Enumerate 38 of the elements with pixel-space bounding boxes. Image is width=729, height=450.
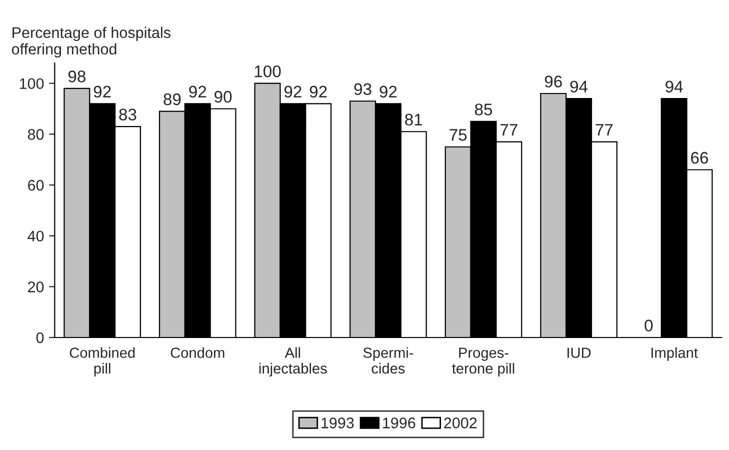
data-label: 92 <box>380 86 397 98</box>
data-label: 81 <box>405 114 422 126</box>
data-label: 77 <box>500 124 518 136</box>
y-axis-title: Percentage of hospitals offering method <box>12 26 170 58</box>
y-tick-label: 100 <box>20 78 44 90</box>
data-label: 66 <box>691 152 708 164</box>
data-label: 75 <box>450 129 467 141</box>
x-tick-label: Proges- terone pill <box>452 348 514 377</box>
data-label: 93 <box>354 83 372 96</box>
data-label: 85 <box>474 104 492 116</box>
y-tick-label: 80 <box>28 129 44 140</box>
data-label: 89 <box>164 93 181 106</box>
y-tick-label: 40 <box>28 230 44 242</box>
y-tick-label: 20 <box>28 282 44 292</box>
data-label: 92 <box>189 86 206 98</box>
data-label: 83 <box>119 108 136 120</box>
x-tick-label: Combined pill <box>70 347 135 377</box>
data-label: 100 <box>254 65 281 78</box>
y-tick-label: 0 <box>36 332 44 344</box>
legend-label: 2002 <box>444 418 477 428</box>
data-label: 92 <box>284 86 302 98</box>
data-label: 77 <box>596 124 613 136</box>
y-tick-label: 60 <box>28 180 44 191</box>
data-label: 92 <box>94 86 111 98</box>
data-label: 94 <box>666 80 683 93</box>
data-label: 94 <box>570 80 588 93</box>
data-label: 96 <box>544 76 562 88</box>
x-tick-label: IUD <box>568 348 591 358</box>
data-label: 98 <box>68 70 86 82</box>
x-tick-label: Condom <box>170 347 224 358</box>
x-tick-label: Spermi- cides <box>363 347 414 374</box>
data-label: 90 <box>214 90 232 103</box>
legend-label: 1996 <box>383 418 416 428</box>
x-tick-label: All injectables <box>259 347 327 377</box>
legend-label: 1993 <box>322 418 354 428</box>
x-tick-label: Implant <box>652 347 698 361</box>
data-label: 0 <box>644 320 653 332</box>
data-label: 92 <box>310 86 327 98</box>
